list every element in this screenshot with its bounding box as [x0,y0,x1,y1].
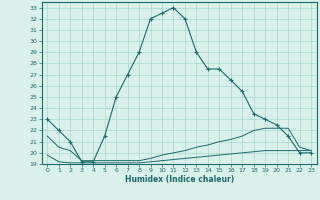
X-axis label: Humidex (Indice chaleur): Humidex (Indice chaleur) [124,175,234,184]
